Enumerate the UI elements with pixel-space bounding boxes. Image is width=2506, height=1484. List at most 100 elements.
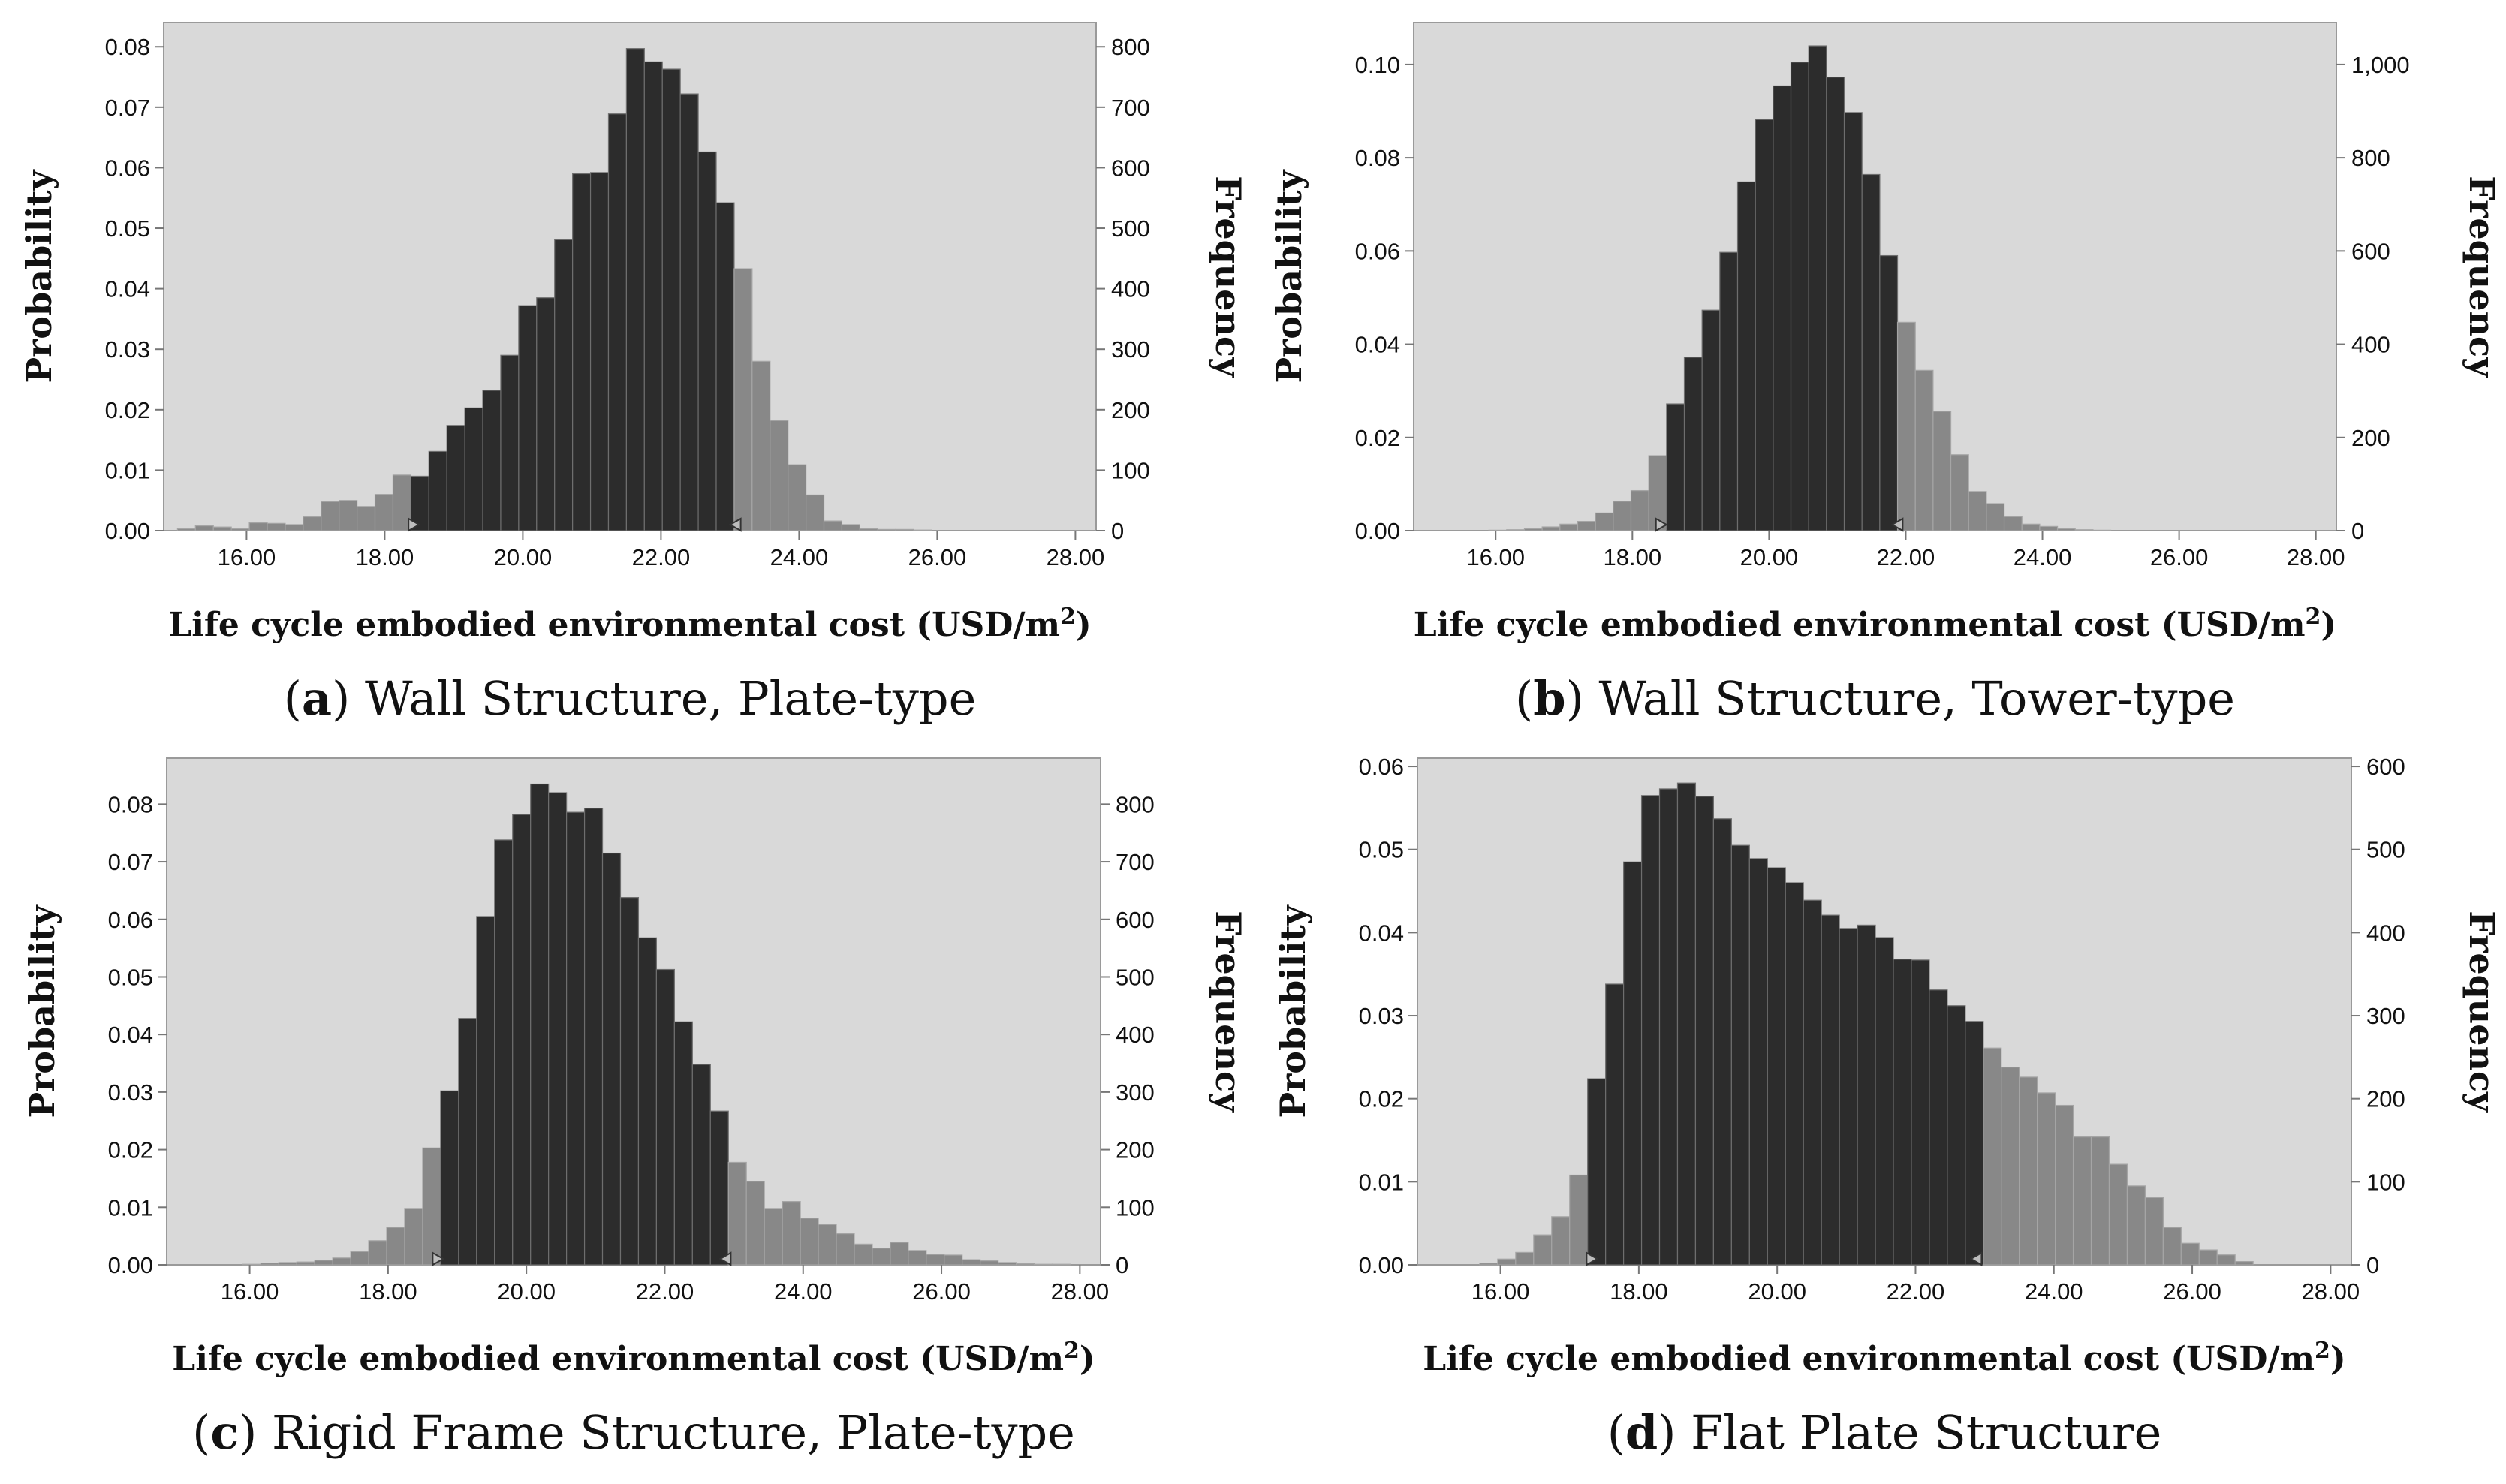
histogram-bar	[242, 1263, 261, 1266]
histogram-bar	[2001, 1067, 2020, 1266]
certainty-left-grabber-icon	[408, 517, 421, 532]
x-tick-label: 24.00	[2025, 1278, 2083, 1305]
histogram-bar	[691, 1064, 711, 1266]
panel-caption: (c) Rigid Frame Structure, Plate-type	[192, 1405, 1075, 1460]
histogram-bar	[386, 1227, 405, 1266]
y-left-tick-label: 0.10	[1355, 52, 1400, 78]
histogram-bar	[2072, 1136, 2092, 1266]
histogram-bar	[770, 420, 789, 531]
histogram-bar	[877, 528, 896, 531]
histogram-bar	[1051, 1263, 1071, 1266]
caption-letter: b	[1533, 671, 1565, 726]
histogram-bar	[267, 522, 286, 531]
histogram-bars	[1488, 45, 2112, 531]
histogram-bar	[1033, 1263, 1053, 1266]
x-axis-label-end: )	[1076, 606, 1092, 644]
y-right-axis-label: Frequency	[2462, 176, 2502, 378]
histogram-bar	[788, 464, 807, 531]
x-axis-label-main: Life cycle embodied environmental cost (…	[1414, 606, 2306, 644]
x-tick-label: 28.00	[1051, 1278, 1110, 1305]
histogram-bar	[1623, 861, 1643, 1266]
y-left-tick-label: 0.00	[1355, 518, 1400, 544]
y-right-tick-label: 500	[2366, 837, 2405, 863]
histogram-bar	[679, 93, 699, 531]
caption-title: Rigid Frame Structure, Plate-type	[272, 1405, 1075, 1460]
histogram-bar	[446, 425, 465, 531]
chart-panel-a: 0.00 0.01 0.02 0.03 0.04 0.05 0.06 0.07 0.08 0 100…	[19, 22, 1248, 726]
y-left-tick-label: 0.00	[105, 518, 150, 544]
y-right-tick-label: 100	[2366, 1169, 2405, 1195]
histogram-bar	[709, 1110, 729, 1266]
histogram-bar	[368, 1240, 387, 1266]
histogram-bar	[583, 808, 604, 1266]
y-left-tick-label: 0.05	[105, 215, 150, 242]
y-left-tick-label: 0.02	[1355, 425, 1400, 451]
histogram-bar	[321, 501, 340, 531]
histogram-bar	[782, 1201, 801, 1266]
histogram-bar	[194, 525, 214, 531]
y-right-tick-label: 600	[1111, 155, 1150, 181]
y-right-tick-label: 300	[1111, 336, 1150, 363]
histogram-bar	[1666, 403, 1685, 531]
y-left-axis-label: Probability	[1269, 169, 1309, 383]
histogram-bar	[500, 354, 520, 531]
y-right-tick-label: 700	[1111, 95, 1150, 121]
caption-open-paren: (	[1515, 671, 1533, 726]
y-left-axis-label: Probability	[19, 169, 59, 383]
y-left-tick-label: 0.02	[108, 1137, 153, 1163]
x-tick-label: 18.00	[359, 1278, 417, 1305]
caption-close-paren: )	[332, 671, 365, 726]
x-axis-label-superscript: 2	[1064, 1338, 1080, 1364]
histogram-bar	[374, 494, 394, 531]
histogram-bar	[1541, 526, 1561, 531]
histogram-bar	[212, 526, 232, 531]
y-left-tick-label: 0.04	[108, 1022, 153, 1048]
histogram-bar	[962, 1259, 981, 1266]
histogram-bar	[607, 113, 627, 531]
histogram-bar	[2216, 1254, 2236, 1266]
x-tick-label: 26.00	[2150, 544, 2209, 570]
panel-caption: (a) Wall Structure, Plate-type	[284, 671, 977, 726]
certainty-left-grabber-icon	[432, 1251, 445, 1266]
histogram-bar	[2198, 1249, 2218, 1266]
histogram-bar	[476, 916, 495, 1266]
certainty-right-grabber-icon	[728, 517, 742, 532]
x-tick-label: 26.00	[2163, 1278, 2221, 1305]
x-axis-label-superscript: 2	[2315, 1338, 2330, 1364]
x-tick-label: 24.00	[770, 544, 829, 570]
histogram-bar	[1551, 1216, 1571, 1266]
x-tick-label: 18.00	[1610, 1278, 1668, 1305]
histogram-bar	[314, 1260, 333, 1266]
x-axis-label-end: )	[2321, 606, 2336, 644]
y-right-tick-label: 800	[2351, 145, 2390, 171]
histogram-bar	[572, 173, 592, 531]
histogram-bar	[285, 524, 304, 531]
caption-letter: c	[210, 1405, 239, 1460]
x-tick-label: 16.00	[221, 1278, 279, 1305]
caption-close-paren: )	[1658, 1405, 1691, 1460]
chart-panel-d: 0.00 0.01 0.02 0.03 0.04 0.05 0.06 0 100 200 300 40…	[1273, 754, 2502, 1460]
histogram-bar	[1803, 899, 1822, 1266]
caption-title: Wall Structure, Plate-type	[365, 671, 976, 726]
histogram-bar	[1879, 254, 1899, 531]
histogram-bar	[1613, 501, 1632, 531]
histogram-bar	[637, 937, 658, 1266]
x-axis-label-superscript: 2	[1060, 604, 1076, 630]
chart-panel-c: 0.00 0.01 0.02 0.03 0.04 0.05 0.06 0.07 0.08 0 100…	[22, 757, 1248, 1460]
histogram-bar	[1767, 867, 1786, 1266]
x-tick-label: 28.00	[1047, 544, 1105, 570]
y-right-tick-label: 400	[1116, 1022, 1155, 1048]
histogram-bar	[1911, 959, 1930, 1266]
histogram-bar	[926, 1254, 945, 1266]
x-tick-label: 28.00	[2302, 1278, 2360, 1305]
x-tick-label: 16.00	[218, 544, 276, 570]
histogram-bar	[619, 897, 640, 1266]
caption-title: Flat Plate Structure	[1691, 1405, 2161, 1460]
y-right-axis-label: Frequency	[2462, 911, 2502, 1113]
histogram-bar	[1808, 45, 1827, 531]
histogram-bar	[872, 1248, 891, 1266]
caption-open-paren: (	[192, 1405, 210, 1460]
y-left-tick-label: 0.05	[108, 964, 153, 990]
histogram-bar	[1861, 173, 1881, 531]
caption-letter: a	[302, 671, 332, 726]
